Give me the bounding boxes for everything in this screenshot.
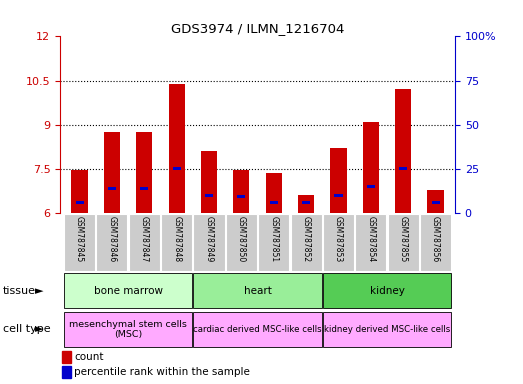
Bar [395, 89, 411, 213]
Text: GSM787849: GSM787849 [204, 216, 213, 262]
Text: GSM787855: GSM787855 [399, 216, 408, 262]
Bar [194, 214, 224, 271]
Bar [96, 214, 128, 271]
Bar [75, 201, 84, 204]
Bar [140, 187, 149, 190]
Bar [161, 214, 192, 271]
Bar [323, 214, 354, 271]
Bar [323, 312, 451, 347]
Bar [431, 201, 440, 204]
Text: percentile rank within the sample: percentile rank within the sample [74, 367, 250, 377]
Text: count: count [74, 352, 104, 362]
Text: GSM787854: GSM787854 [366, 216, 376, 262]
Bar [226, 214, 257, 271]
Bar [205, 194, 213, 197]
Bar [108, 187, 116, 190]
Text: GSM787847: GSM787847 [140, 216, 149, 262]
Bar [64, 214, 95, 271]
Bar [201, 151, 217, 213]
Bar [194, 312, 322, 347]
Bar [291, 214, 322, 271]
Text: heart: heart [244, 286, 271, 296]
Text: bone marrow: bone marrow [94, 286, 163, 296]
Bar [323, 273, 451, 308]
Bar [355, 214, 386, 271]
Bar [258, 214, 289, 271]
Bar [367, 185, 375, 188]
Bar [388, 214, 419, 271]
Title: GDS3974 / ILMN_1216704: GDS3974 / ILMN_1216704 [171, 22, 344, 35]
Bar [399, 167, 407, 170]
Bar [298, 195, 314, 213]
Text: GSM787850: GSM787850 [237, 216, 246, 262]
Text: GSM787848: GSM787848 [172, 216, 181, 262]
Bar [64, 273, 192, 308]
Text: GSM787846: GSM787846 [107, 216, 117, 262]
Bar [233, 170, 249, 213]
Text: ►: ► [35, 324, 43, 334]
Bar [168, 84, 185, 213]
Text: cell type: cell type [3, 324, 50, 334]
Bar [302, 201, 310, 204]
Bar [237, 195, 245, 199]
Bar [331, 148, 347, 213]
Bar [64, 312, 192, 347]
Bar [194, 273, 322, 308]
Bar [62, 366, 71, 378]
Text: GSM787851: GSM787851 [269, 216, 278, 262]
Bar [266, 174, 282, 213]
Text: kidney: kidney [370, 286, 404, 296]
Text: kidney derived MSC-like cells: kidney derived MSC-like cells [324, 325, 450, 334]
Text: GSM787845: GSM787845 [75, 216, 84, 262]
Bar [129, 214, 160, 271]
Bar [363, 122, 379, 213]
Text: GSM787856: GSM787856 [431, 216, 440, 262]
Text: GSM787852: GSM787852 [302, 216, 311, 262]
Bar [427, 190, 444, 213]
Bar [62, 351, 71, 363]
Bar [72, 170, 88, 213]
Bar [104, 132, 120, 213]
Bar [420, 214, 451, 271]
Text: tissue: tissue [3, 286, 36, 296]
Bar [334, 194, 343, 197]
Bar [270, 201, 278, 204]
Bar [173, 167, 181, 170]
Text: ►: ► [35, 286, 43, 296]
Bar [136, 132, 152, 213]
Text: GSM787853: GSM787853 [334, 216, 343, 262]
Text: cardiac derived MSC-like cells: cardiac derived MSC-like cells [194, 325, 322, 334]
Text: mesenchymal stem cells
(MSC): mesenchymal stem cells (MSC) [69, 319, 187, 339]
